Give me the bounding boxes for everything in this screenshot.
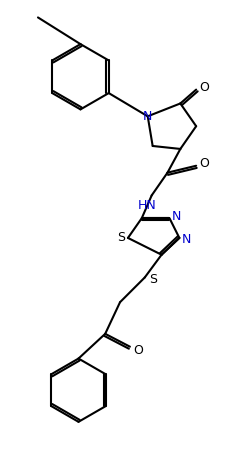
Text: N: N	[143, 110, 153, 123]
Text: N: N	[172, 210, 181, 223]
Text: N: N	[182, 233, 191, 246]
Text: O: O	[133, 344, 143, 357]
Text: HN: HN	[137, 199, 156, 212]
Text: O: O	[199, 81, 209, 94]
Text: S: S	[117, 231, 125, 244]
Text: S: S	[149, 273, 157, 286]
Text: O: O	[199, 157, 209, 170]
